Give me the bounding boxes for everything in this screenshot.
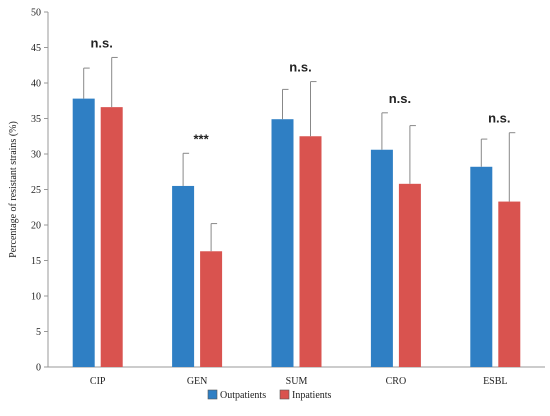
y-tick-label: 50	[31, 8, 41, 19]
bar-outpatients-gen	[172, 185, 195, 367]
bar-inpatients-sum	[299, 136, 322, 367]
axes: 0 5 10 15 20 25 30 35 40 45 50 Percentage of resist…	[8, 8, 545, 374]
y-tick-label: 25	[31, 185, 41, 196]
significance-annotation: n.s.	[90, 35, 112, 50]
x-tick-label: ESBL	[483, 376, 507, 387]
y-tick-label: 40	[31, 79, 41, 90]
x-tick-label: SUM	[286, 376, 308, 387]
bar-outpatients-esbl	[470, 166, 493, 367]
bar-outpatients-cro	[370, 149, 393, 367]
legend-swatch-outpatients	[207, 389, 218, 400]
y-tick-label: 15	[31, 256, 41, 267]
significance-annotation: ***	[194, 131, 210, 146]
significance-annotation: n.s.	[488, 111, 510, 126]
bar-inpatients-gen	[200, 251, 223, 367]
y-tick-label: 30	[31, 150, 41, 161]
bars	[72, 56, 521, 368]
y-tick-label: 45	[31, 43, 41, 54]
significance-annotation: n.s.	[389, 91, 411, 106]
labels: CIP n.s. GEN *** SUM n.s. CRO n.s. ESBL n.s.	[90, 35, 511, 387]
bar-inpatients-cro	[398, 183, 421, 367]
legend-label: Inpatients	[292, 390, 332, 401]
bar-outpatients-cip	[72, 98, 95, 368]
y-tick-label: 5	[36, 327, 41, 338]
legend: Outpatients Inpatients	[207, 389, 332, 401]
legend-swatch-inpatients	[279, 389, 290, 400]
x-tick-label: GEN	[187, 376, 208, 387]
bar-inpatients-cip	[100, 107, 123, 367]
x-tick-label: CRO	[386, 376, 407, 387]
y-axis-title: Percentage of resistant strains (%)	[8, 121, 19, 258]
y-tick-label: 20	[31, 221, 41, 232]
y-tick-label: 35	[31, 114, 41, 125]
y-tick-label: 10	[31, 292, 41, 303]
bar-outpatients-sum	[271, 119, 294, 368]
bar-inpatients-esbl	[498, 201, 521, 367]
significance-annotation: n.s.	[289, 60, 311, 75]
legend-label: Outpatients	[220, 390, 266, 401]
x-tick-label: CIP	[90, 376, 106, 387]
y-tick-label: 0	[36, 363, 41, 374]
